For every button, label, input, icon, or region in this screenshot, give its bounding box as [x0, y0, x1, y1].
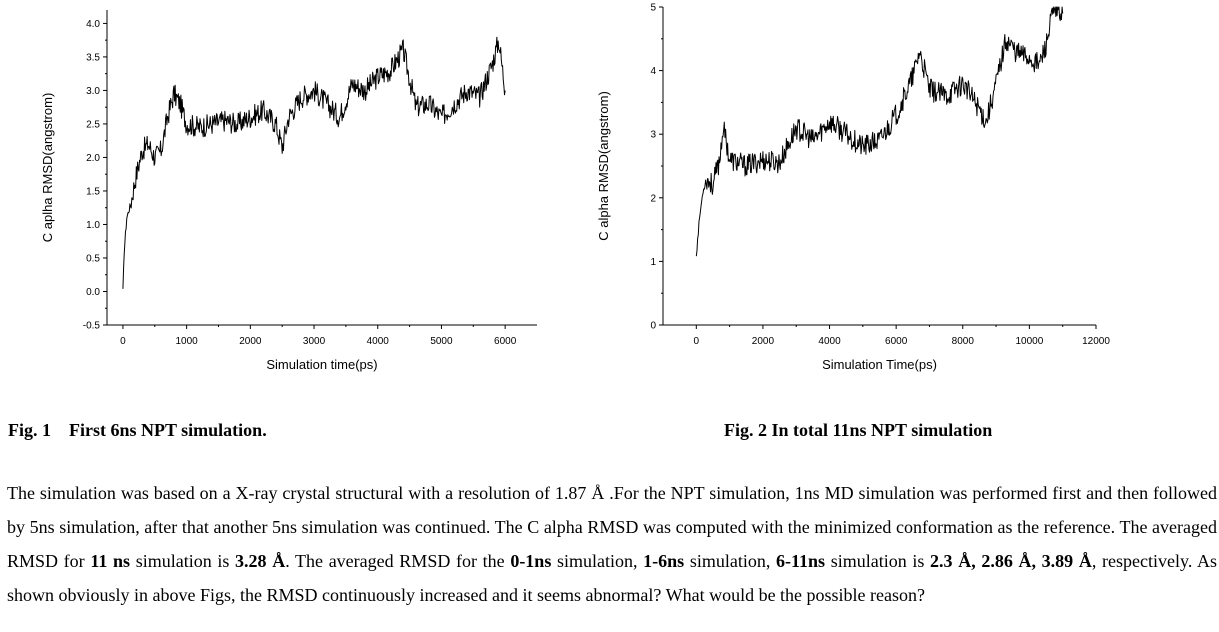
x-axis-label: Simulation Time(ps): [822, 357, 937, 372]
bold-value: 1-6ns: [643, 551, 685, 571]
y-tick-label: 3: [650, 130, 656, 141]
x-tick-label: 10000: [1015, 336, 1043, 347]
y-tick-label: 1.0: [86, 220, 100, 231]
x-tick-label: 6000: [494, 336, 517, 347]
x-tick-label: 8000: [952, 336, 975, 347]
bold-value: 0-1ns: [510, 551, 552, 571]
x-tick-label: 5000: [430, 336, 453, 347]
bold-value: 2.3 Å, 2.86 Å, 3.89 Å: [930, 551, 1092, 571]
rmsd-series-line: [122, 36, 506, 289]
x-tick-label: 0: [120, 336, 126, 347]
bold-value: 11 ns: [90, 551, 131, 571]
y-axis-label: C alpha RMSD(angstrom): [596, 91, 611, 241]
y-tick-label: 2.0: [86, 153, 100, 164]
y-tick-label: 0.0: [86, 287, 100, 298]
x-tick-label: 3000: [303, 336, 326, 347]
paragraph-text: simulation is: [130, 551, 236, 571]
y-tick-label: 2.5: [86, 119, 100, 130]
y-tick-label: 4: [650, 66, 656, 77]
y-tick-label: -0.5: [83, 321, 101, 332]
paragraph-text: simulation,: [684, 551, 776, 571]
x-tick-label: 1000: [176, 336, 199, 347]
x-tick-label: 2000: [239, 336, 262, 347]
rmsd-series-line: [695, 6, 1064, 257]
y-tick-label: 2: [650, 193, 656, 204]
y-tick-label: 0: [650, 321, 656, 332]
x-tick-label: 6000: [885, 336, 908, 347]
paragraph-text: , respectively. As shown obviously in ab…: [7, 551, 1217, 605]
x-tick-label: 4000: [367, 336, 390, 347]
y-tick-label: 1: [650, 257, 656, 268]
paragraph-text: simulation,: [551, 551, 644, 571]
y-tick-label: 3.5: [86, 52, 100, 63]
y-axis-label: C aplha RMSD(angstrom): [40, 93, 55, 243]
x-tick-label: 2000: [752, 336, 775, 347]
paragraph-text: . The averaged RMSD for the: [285, 551, 511, 571]
y-tick-label: 1.5: [86, 186, 100, 197]
x-tick-label: 4000: [818, 336, 841, 347]
chart-fig1: -0.5 0.0 0.5 1.0 1.5 2.0 2.5 3.0 3.5 4.0 0 1000 2000…: [40, 10, 537, 372]
paragraph-text: simulation is: [825, 551, 931, 571]
bold-value: 6-11ns: [776, 551, 826, 571]
chart-fig2: 0 1 2 3 4 5 0 2000 4000 6000 8000 10000 12000 Simulat…: [596, 3, 1110, 373]
x-axis-label: Simulation time(ps): [266, 357, 377, 372]
bold-value: 3.28 Å: [235, 551, 286, 571]
figure-1-caption: Fig. 1 First 6ns NPT simulation.: [8, 420, 267, 440]
y-tick-label: 3.0: [86, 86, 100, 97]
y-tick-label: 0.5: [86, 253, 100, 264]
x-tick-label: 12000: [1082, 336, 1110, 347]
x-tick-label: 0: [694, 336, 700, 347]
y-tick-label: 5: [650, 3, 656, 14]
paragraph-text: The simulation was based on a X-ray crys…: [7, 483, 1217, 571]
y-tick-label: 4.0: [86, 19, 100, 30]
body-paragraph: The simulation was based on a X-ray crys…: [7, 476, 1217, 612]
figure-2-caption: Fig. 2 In total 11ns NPT simulation: [724, 420, 993, 440]
